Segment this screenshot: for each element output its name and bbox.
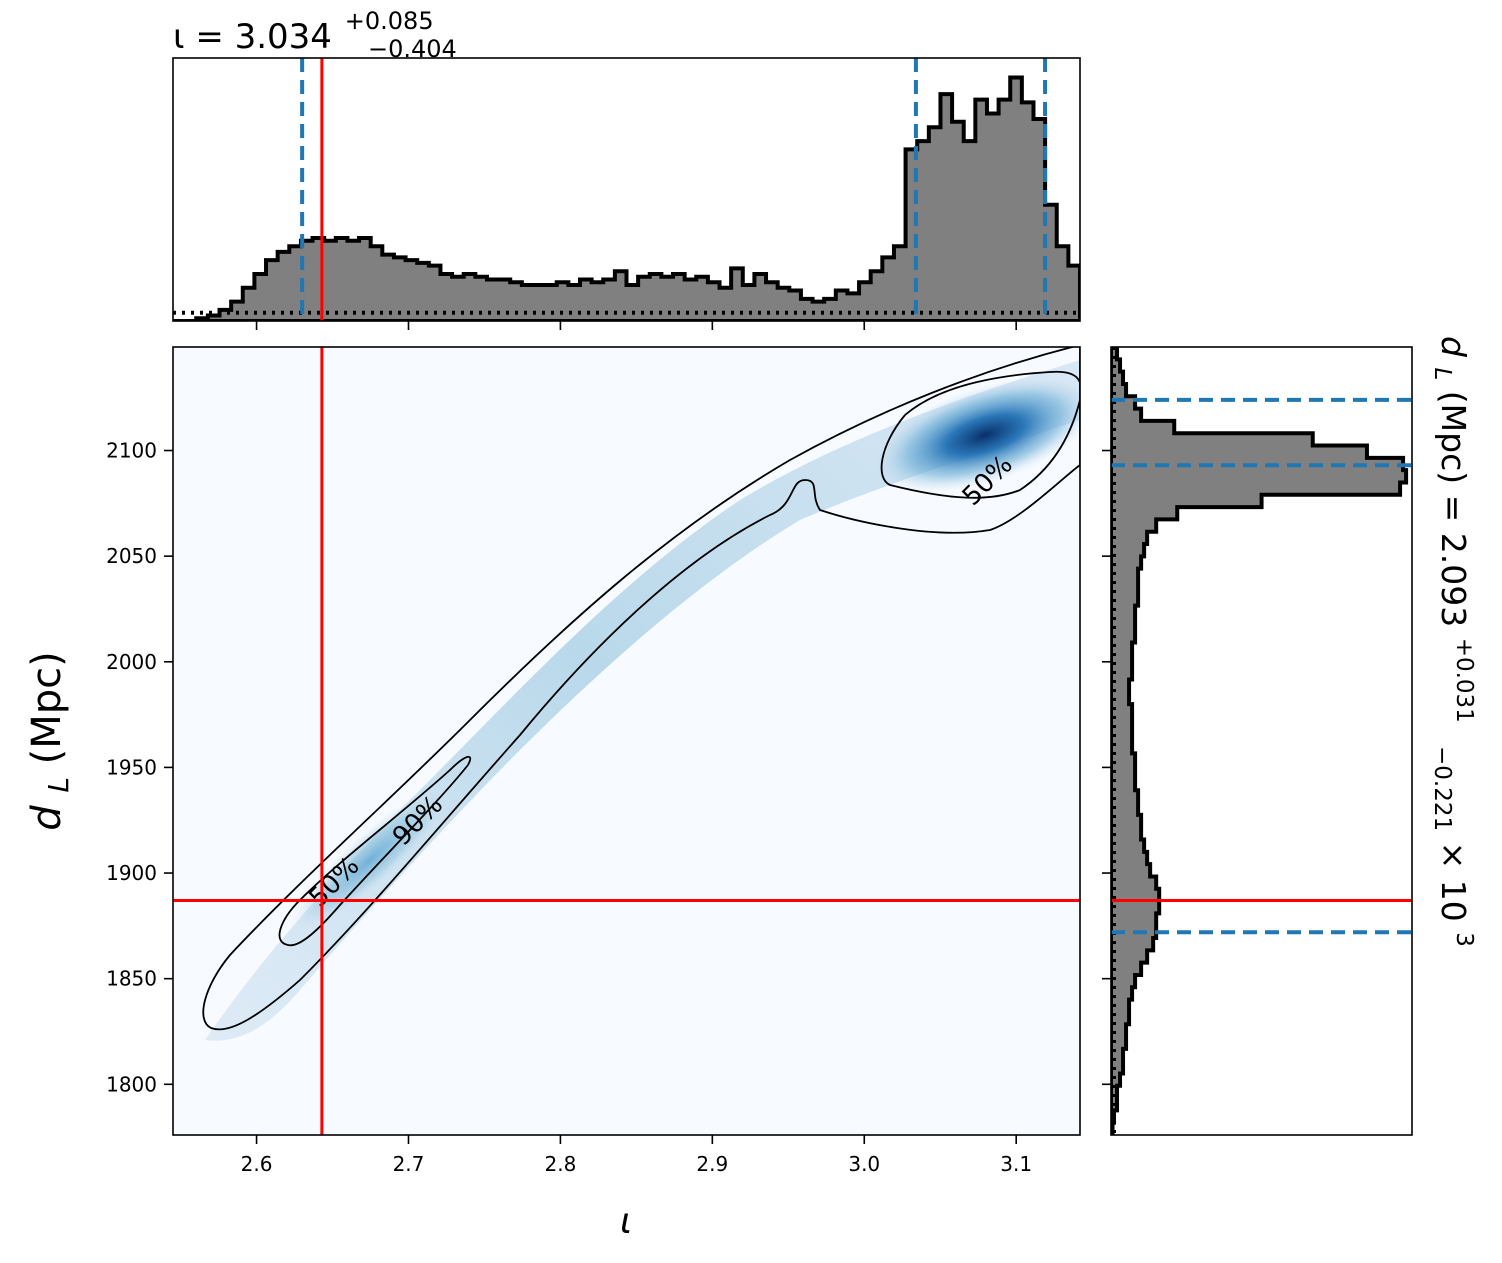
x-title-minus: −0.404 — [368, 35, 457, 63]
x-marginal-frame — [172, 57, 1081, 322]
x-axis-ticks: 2.6 2.7 2.8 2.9 3.0 3.1 — [241, 1135, 1032, 1176]
y-histogram — [1111, 347, 1409, 1135]
x-tick-label: 2.9 — [696, 1152, 728, 1176]
density-map: 90%50%50% — [202, 347, 1080, 1041]
y-title: d L (Mpc) = 2.093 +0.031 — [1427, 336, 1477, 723]
y-axis-ticks: 1800 1850 1900 1950 2000 2050 2100 — [106, 439, 173, 1096]
y-axis-label-sub: L — [42, 777, 75, 793]
y-tick-label: 1850 — [106, 967, 157, 991]
contour-90-outer — [202, 347, 1080, 1031]
y-tick-label: 1800 — [106, 1072, 157, 1096]
y-tick-label: 2100 — [106, 439, 157, 463]
y-title-tail: −0.221 × 10 3 — [1427, 746, 1477, 947]
x-tick-label: 2.6 — [241, 1152, 273, 1176]
y-axis-label: d L (Mpc) — [24, 651, 78, 831]
y-tick-label: 2000 — [106, 650, 157, 674]
y-tick-label: 1950 — [106, 755, 157, 779]
y-marginal-frame — [1110, 346, 1413, 1136]
x-title: ι = 3.034 +0.085 — [173, 7, 434, 57]
y-title-plus: +0.031 — [1451, 638, 1477, 723]
y-axis-label-unit: (Mpc) — [24, 651, 70, 764]
y-axis-label-main: d — [24, 805, 70, 831]
y-title-rest: (Mpc) = 2.093 — [1434, 391, 1473, 627]
x-marginal-ticks — [255, 321, 1017, 330]
x-axis-label: ι — [620, 1201, 632, 1242]
y-title-factor: × 10 — [1434, 842, 1473, 922]
joint-density-panel: 90%50%50% 2.6 2.7 2.8 2.9 3.0 3.1 1800 1850 190… — [106, 346, 1081, 1176]
x-tick-label: 3.1 — [1000, 1152, 1032, 1176]
main-panel-frame — [172, 346, 1081, 1136]
x-title-main: ι = 3.034 — [173, 17, 332, 57]
y-marginal-panel — [1102, 346, 1413, 1136]
contour-50-upper — [880, 370, 1080, 499]
x-title-plus: +0.085 — [345, 7, 434, 35]
x-tick-label: 2.7 — [393, 1152, 425, 1176]
y-title-sub: L — [1429, 367, 1455, 380]
y-tick-label: 2050 — [106, 544, 157, 568]
density-mode-upper — [874, 377, 1080, 493]
density-mode-lower — [286, 783, 454, 937]
x-tick-label: 3.0 — [848, 1152, 880, 1176]
y-title-main: d — [1434, 336, 1473, 358]
x-tick-label: 2.8 — [545, 1152, 577, 1176]
y-title-exp: 3 — [1451, 932, 1477, 947]
y-tick-label: 1900 — [106, 861, 157, 885]
y-marginal-ticks — [1102, 449, 1111, 1086]
x-marginal-panel — [172, 57, 1081, 330]
y-quantile-lines — [1111, 397, 1412, 935]
x-histogram — [173, 75, 1080, 321]
y-title-minus: −0.221 — [1429, 746, 1455, 831]
